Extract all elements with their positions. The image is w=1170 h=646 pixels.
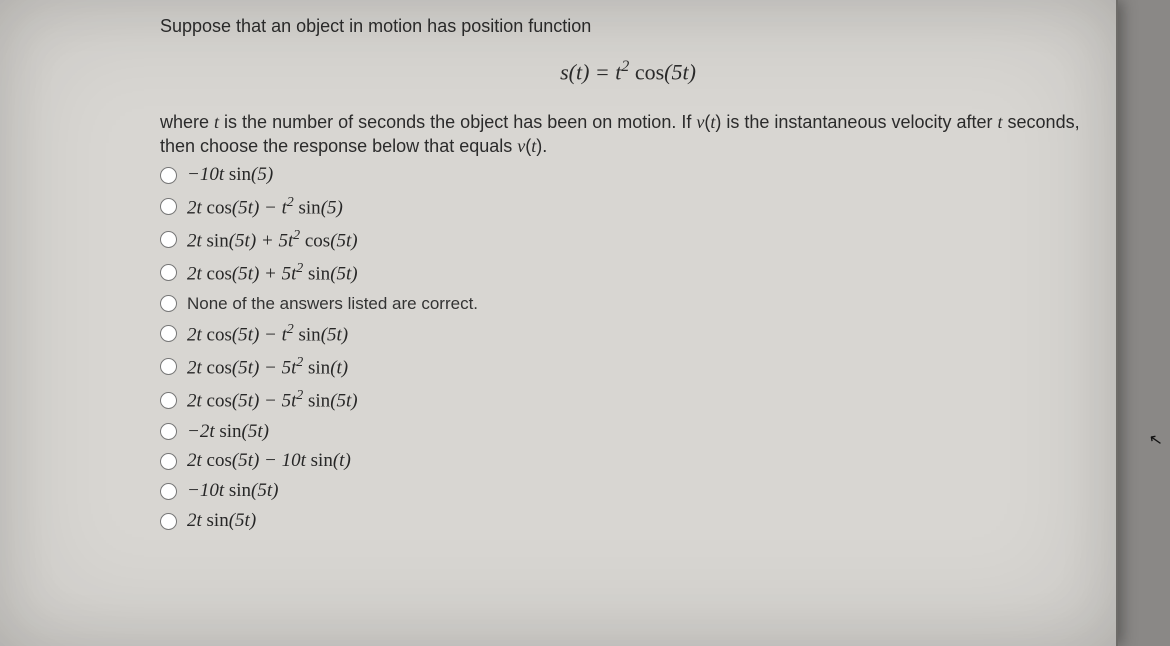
choice-3[interactable]: 2t cos(5t) + 5t2 sin(5t): [160, 260, 1096, 285]
choice-radio-11[interactable]: [160, 513, 177, 530]
choice-2[interactable]: 2t sin(5t) + 5t2 cos(5t): [160, 227, 1096, 252]
choice-label-1: 2t cos(5t) − t2 sin(5): [187, 194, 343, 219]
choice-radio-6[interactable]: [160, 358, 177, 375]
choice-label-7: 2t cos(5t) − 5t2 sin(5t): [187, 387, 358, 412]
choice-radio-3[interactable]: [160, 264, 177, 281]
choice-radio-7[interactable]: [160, 392, 177, 409]
choice-label-0: −10t sin(5): [187, 164, 273, 186]
mouse-cursor-icon: ↖: [1147, 429, 1164, 451]
choice-4[interactable]: None of the answers listed are correct.: [160, 294, 1096, 314]
choice-label-9: 2t cos(5t) − 10t sin(t): [187, 450, 351, 472]
choice-radio-2[interactable]: [160, 231, 177, 248]
choice-1[interactable]: 2t cos(5t) − t2 sin(5): [160, 194, 1096, 219]
choice-radio-0[interactable]: [160, 167, 177, 184]
choice-5[interactable]: 2t cos(5t) − t2 sin(5t): [160, 321, 1096, 346]
choice-label-6: 2t cos(5t) − 5t2 sin(t): [187, 354, 348, 379]
choice-radio-9[interactable]: [160, 453, 177, 470]
choice-9[interactable]: 2t cos(5t) − 10t sin(t): [160, 450, 1096, 472]
choice-label-10: −10t sin(5t): [187, 480, 278, 502]
question-intro: Suppose that an object in motion has pos…: [160, 14, 1096, 38]
choice-radio-4[interactable]: [160, 295, 177, 312]
choice-label-2: 2t sin(5t) + 5t2 cos(5t): [187, 227, 358, 252]
choice-label-11: 2t sin(5t): [187, 510, 256, 532]
question-sheet: Suppose that an object in motion has pos…: [0, 0, 1118, 646]
choice-11[interactable]: 2t sin(5t): [160, 510, 1096, 532]
choice-radio-8[interactable]: [160, 423, 177, 440]
choice-label-3: 2t cos(5t) + 5t2 sin(5t): [187, 260, 358, 285]
choice-6[interactable]: 2t cos(5t) − 5t2 sin(t): [160, 354, 1096, 379]
choice-radio-10[interactable]: [160, 483, 177, 500]
choice-radio-1[interactable]: [160, 198, 177, 215]
position-equation: s(t) = t2 cos(5t): [160, 58, 1096, 85]
choice-7[interactable]: 2t cos(5t) − 5t2 sin(5t): [160, 387, 1096, 412]
choice-label-8: −2t sin(5t): [187, 421, 269, 443]
question-followup: where t is the number of seconds the obj…: [160, 110, 1096, 159]
choice-radio-5[interactable]: [160, 325, 177, 342]
choice-label-4: None of the answers listed are correct.: [187, 294, 478, 314]
choice-10[interactable]: −10t sin(5t): [160, 480, 1096, 502]
choice-0[interactable]: −10t sin(5): [160, 164, 1096, 186]
choice-list: −10t sin(5) 2t cos(5t) − t2 sin(5) 2t sin(…: [160, 164, 1096, 532]
choice-label-5: 2t cos(5t) − t2 sin(5t): [187, 321, 348, 346]
choice-8[interactable]: −2t sin(5t): [160, 421, 1096, 443]
